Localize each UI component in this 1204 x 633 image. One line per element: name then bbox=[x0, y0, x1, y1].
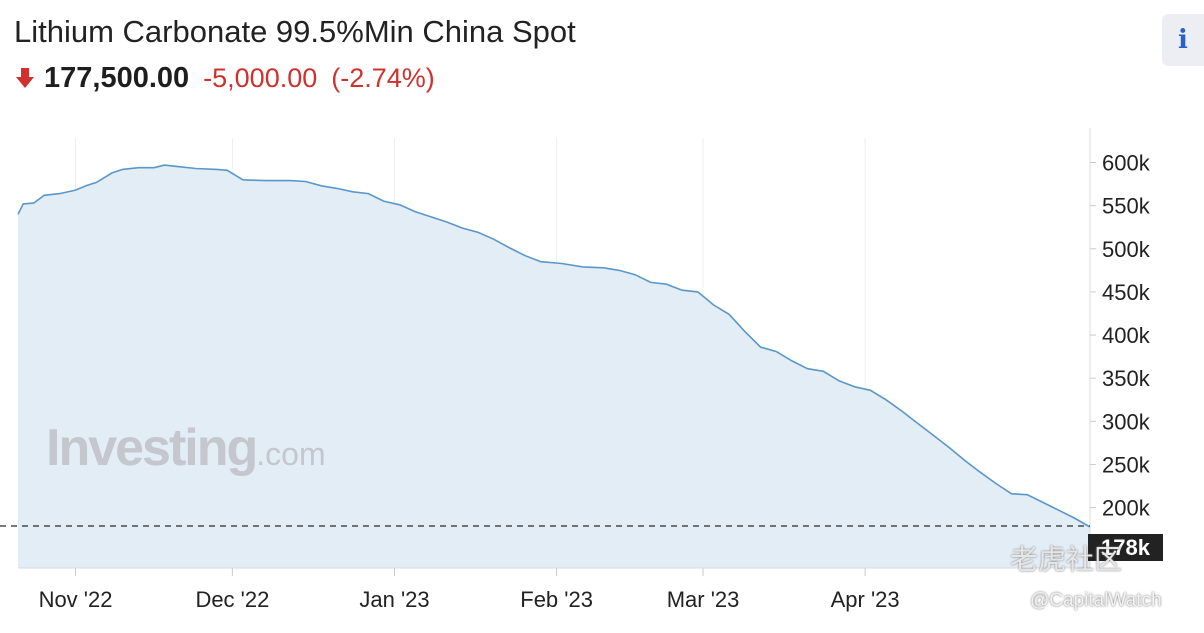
y-tick-label-8: 600k bbox=[1102, 151, 1151, 176]
investing-watermark: Investing.com bbox=[46, 418, 326, 478]
last-value-badge: 178k bbox=[1088, 534, 1163, 561]
info-icon: i bbox=[1178, 25, 1188, 55]
y-tick-label-2: 300k bbox=[1102, 409, 1151, 434]
price-change-percent: (-2.74%) bbox=[331, 62, 435, 93]
x-tick-label-3: Feb '23 bbox=[520, 587, 593, 612]
y-tick-label-0: 200k bbox=[1102, 496, 1151, 521]
y-axis-ticks: 200k 250k 300k 350k 400k 450k 500k 550k 600k bbox=[1090, 151, 1151, 521]
price-row: 177,500.00 -5,000.00 (-2.74%) bbox=[14, 62, 435, 94]
source-handle: @CapitalWatch bbox=[1030, 590, 1162, 611]
y-tick-label-1: 250k bbox=[1102, 452, 1151, 477]
last-price: 177,500.00 bbox=[44, 61, 190, 94]
x-tick-label-0: Nov '22 bbox=[39, 587, 113, 612]
y-tick-label-6: 500k bbox=[1102, 237, 1151, 262]
price-change: -5,000.00 bbox=[203, 62, 318, 93]
y-tick-label-3: 350k bbox=[1102, 366, 1151, 391]
instrument-title: Lithium Carbonate 99.5%Min China Spot bbox=[14, 14, 576, 49]
x-tick-label-1: Dec '22 bbox=[195, 587, 269, 612]
source-credit: 老虎社区 bbox=[1010, 544, 1123, 575]
price-line bbox=[17, 164, 1091, 528]
y-tick-label-7: 550k bbox=[1102, 194, 1151, 219]
x-axis-ticks: Nov '22 Dec '22 Jan '23 Feb '23 Mar '23 Apr '… bbox=[39, 568, 900, 612]
x-tick-label-5: Apr '23 bbox=[831, 587, 900, 612]
down-arrow-icon bbox=[16, 68, 34, 88]
x-tick-label-2: Jan '23 bbox=[359, 587, 429, 612]
y-tick-label-5: 450k bbox=[1102, 280, 1151, 305]
x-tick-label-4: Mar '23 bbox=[667, 587, 740, 612]
watermark-suffix: .com bbox=[256, 436, 326, 472]
watermark-brand: Investing bbox=[46, 419, 258, 477]
price-area-fill bbox=[18, 165, 1090, 568]
info-button[interactable]: i bbox=[1162, 14, 1204, 66]
y-tick-label-4: 400k bbox=[1102, 323, 1151, 348]
